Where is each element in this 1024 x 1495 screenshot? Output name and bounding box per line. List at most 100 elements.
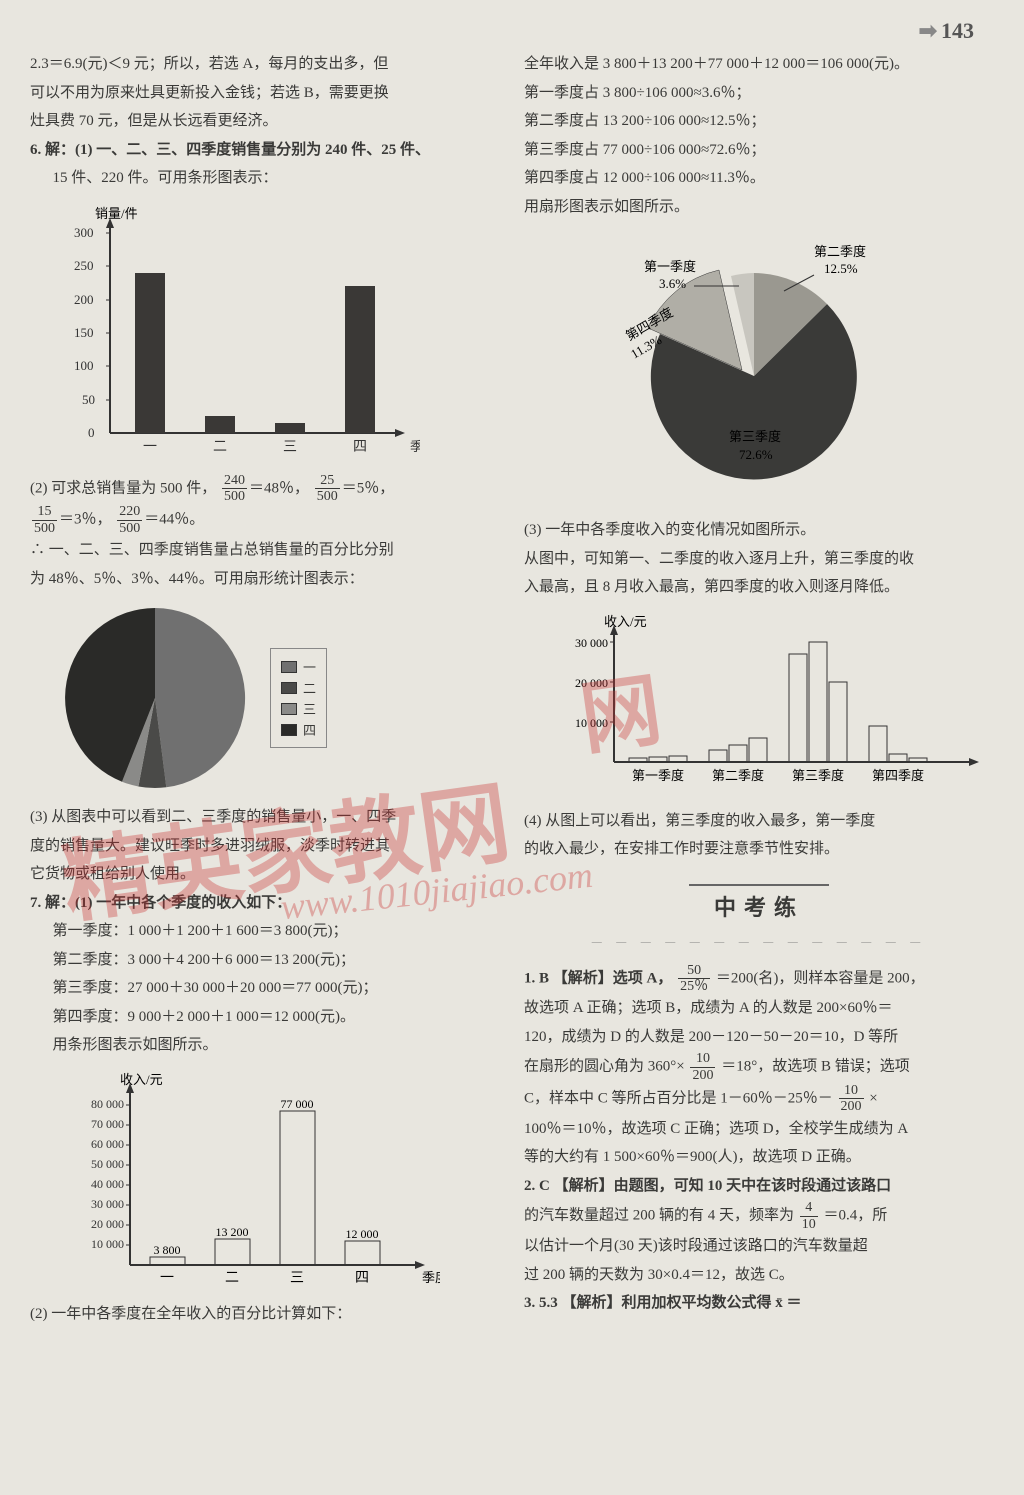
svg-text:季度: 季度 bbox=[410, 439, 420, 454]
svg-text:二: 二 bbox=[225, 1271, 239, 1286]
income-line: 第三季度占 77 000÷106 000≈72.6％； bbox=[524, 136, 994, 165]
svg-text:250: 250 bbox=[74, 258, 94, 273]
q7-line: 第二季度：3 000＋4 200＋6 000＝13 200(元)； bbox=[30, 946, 494, 975]
svg-text:300: 300 bbox=[74, 225, 94, 240]
svg-text:10 000: 10 000 bbox=[575, 716, 608, 730]
exam-q1-line: 120，成绩为 D 的人数是 200－120－50－20＝10，D 等所 bbox=[524, 1023, 994, 1052]
q6-part3: 它货物或租给别人使用。 bbox=[30, 860, 494, 889]
svg-text:3.6%: 3.6% bbox=[659, 276, 686, 291]
intro-line: 灶具费 70 元，但是从长远看更经济。 bbox=[30, 107, 494, 136]
svg-text:收入/元: 收入/元 bbox=[120, 1072, 163, 1087]
monthly-bar-svg: 收入/元 10 000 20 000 30 000 第一季度 第二 bbox=[554, 612, 994, 792]
svg-text:第二季度: 第二季度 bbox=[712, 768, 764, 783]
exam-q2: 2. C 【解析】由题图，可知 10 天中在该时段通过该路口 bbox=[524, 1172, 994, 1201]
exam-q1: 1. B 【解析】选项 A， 5025％ ＝200(名)，则样本容量是 200， bbox=[524, 963, 994, 995]
exam-q1-line: 在扇形的圆心角为 360°× 10200 ＝18°，故选项 B 错误；选项 bbox=[524, 1051, 994, 1083]
q7-part4: (4) 从图上可以看出，第三季度的收入最多，第一季度 bbox=[524, 807, 994, 836]
svg-text:100: 100 bbox=[74, 358, 94, 373]
svg-text:30 000: 30 000 bbox=[575, 636, 608, 650]
svg-text:200: 200 bbox=[74, 292, 94, 307]
svg-text:30 000: 30 000 bbox=[91, 1197, 124, 1211]
pie-legend: 一 二 三 四 bbox=[270, 648, 327, 748]
q6-header: 6. 解：(1) 一、二、三、四季度销售量分别为 240 件、25 件、 bbox=[30, 136, 494, 165]
svg-text:77 000: 77 000 bbox=[281, 1097, 314, 1111]
svg-text:60 000: 60 000 bbox=[91, 1137, 124, 1151]
q7-line: 第三季度：27 000＋30 000＋20 000＝77 000(元)； bbox=[30, 974, 494, 1003]
sales-bar-chart: 销量/件 0 50 100 150 200 250 300 一 bbox=[60, 203, 494, 463]
svg-text:第四季度: 第四季度 bbox=[872, 768, 924, 783]
svg-text:三: 三 bbox=[283, 440, 297, 455]
left-column: 2.3＝6.9(元)＜9 元；所以，若选 A，每月的支出多，但 可以不用为原来灶… bbox=[30, 50, 494, 1328]
q7-line: 第四季度：9 000＋2 000＋1 000＝12 000(元)。 bbox=[30, 1003, 494, 1032]
sales-pie-chart: 一 二 三 四 bbox=[60, 603, 494, 793]
q6-part3: (3) 从图表中可以看到二、三季度的销售量小，一、四季 bbox=[30, 803, 494, 832]
svg-text:第三季度: 第三季度 bbox=[729, 429, 781, 444]
exam-q2-line: 过 200 辆的天数为 30×0.4＝12，故选 C。 bbox=[524, 1261, 994, 1290]
income-line: 第二季度占 13 200÷106 000≈12.5％； bbox=[524, 107, 994, 136]
income-line: 用扇形图表示如图所示。 bbox=[524, 193, 994, 222]
svg-text:第二季度: 第二季度 bbox=[814, 244, 866, 259]
exam-q2-line: 的汽车数量超过 200 辆的有 4 天，频率为 410 ＝0.4，所 bbox=[524, 1200, 994, 1232]
svg-text:季度: 季度 bbox=[422, 1270, 440, 1285]
bar-chart-svg: 销量/件 0 50 100 150 200 250 300 一 bbox=[60, 203, 420, 463]
two-column-layout: 2.3＝6.9(元)＜9 元；所以，若选 A，每月的支出多，但 可以不用为原来灶… bbox=[30, 50, 994, 1328]
svg-text:四: 四 bbox=[353, 440, 367, 455]
q7-part2: (2) 一年中各季度在全年收入的百分比计算如下： bbox=[30, 1300, 494, 1329]
svg-text:40 000: 40 000 bbox=[91, 1177, 124, 1191]
q6-part2-frac-row2: 15500＝3％， 220500＝44％。 bbox=[30, 504, 494, 536]
exam-q1-line: 等的大约有 1 500×60％＝900(人)，故选项 D 正确。 bbox=[524, 1143, 994, 1172]
q7-part3: (3) 一年中各季度收入的变化情况如图所示。 bbox=[524, 516, 994, 545]
exam-q2-line: 以估计一个月(30 天)该时段通过该路口的汽车数量超 bbox=[524, 1232, 994, 1261]
svg-text:50 000: 50 000 bbox=[91, 1157, 124, 1171]
page-number: ➡143 bbox=[919, 18, 974, 44]
right-column: 全年收入是 3 800＋13 200＋77 000＋12 000＝106 000… bbox=[524, 50, 994, 1328]
income-line: 全年收入是 3 800＋13 200＋77 000＋12 000＝106 000… bbox=[524, 50, 994, 79]
exam-q3: 3. 5.3 【解析】利用加权平均数公式得 x̄ ＝ bbox=[524, 1289, 994, 1318]
exam-section-header: 中考练 — — — — — — — — — — — — — — bbox=[524, 884, 994, 948]
svg-text:收入/元: 收入/元 bbox=[604, 614, 647, 629]
svg-text:80 000: 80 000 bbox=[91, 1097, 124, 1111]
svg-text:72.6%: 72.6% bbox=[739, 447, 773, 462]
svg-text:20 000: 20 000 bbox=[91, 1217, 124, 1231]
svg-text:二: 二 bbox=[213, 440, 227, 455]
svg-text:150: 150 bbox=[74, 325, 94, 340]
svg-text:70 000: 70 000 bbox=[91, 1117, 124, 1131]
svg-text:0: 0 bbox=[88, 425, 95, 440]
svg-text:一: 一 bbox=[143, 440, 157, 455]
svg-text:12.5%: 12.5% bbox=[824, 261, 858, 276]
intro-line: 可以不用为原来灶具更新投入金钱；若选 B，需要更换 bbox=[30, 79, 494, 108]
monthly-income-chart: 收入/元 10 000 20 000 30 000 第一季度 第二 bbox=[554, 612, 994, 797]
svg-text:第一季度: 第一季度 bbox=[632, 768, 684, 783]
svg-text:三: 三 bbox=[290, 1271, 304, 1286]
svg-text:第一季度: 第一季度 bbox=[644, 259, 696, 274]
income-bar-chart: 收入/元 10 000 20 000 30 000 40 000 50 000 … bbox=[60, 1070, 494, 1290]
q7-line: 第一季度：1 000＋1 200＋1 600＝3 800(元)； bbox=[30, 917, 494, 946]
svg-text:13 200: 13 200 bbox=[216, 1225, 249, 1239]
exam-q1-line: 100％＝10％，故选项 C 正确；选项 D，全校学生成绩为 A bbox=[524, 1115, 994, 1144]
pie-svg bbox=[60, 603, 250, 793]
svg-text:10 000: 10 000 bbox=[91, 1237, 124, 1251]
income-pie-svg: 第二季度 12.5% 第一季度 3.6% 第四季度 11.3% 第三季度 72.… bbox=[584, 231, 924, 501]
svg-text:50: 50 bbox=[82, 392, 95, 407]
income-line: 第四季度占 12 000÷106 000≈11.3％。 bbox=[524, 164, 994, 193]
q6-part3: 度的销售量大。建议旺季时多进羽绒服，淡季时转进其 bbox=[30, 832, 494, 861]
q7-part3: 从图中，可知第一、二季度的收入逐月上升，第三季度的收 bbox=[524, 545, 994, 574]
q6-header-cont: 15 件、220 件。可用条形图表示： bbox=[30, 164, 494, 193]
q6-part2-b: ∴ 一、二、三、四季度销售量占总销售量的百分比分别 bbox=[30, 536, 494, 565]
q7-line: 用条形图表示如图所示。 bbox=[30, 1031, 494, 1060]
q7-header: 7. 解：(1) 一年中各个季度的收入如下： bbox=[30, 889, 494, 918]
intro-line: 2.3＝6.9(元)＜9 元；所以，若选 A，每月的支出多，但 bbox=[30, 50, 494, 79]
svg-text:第三季度: 第三季度 bbox=[792, 768, 844, 783]
exam-q1-line: 故选项 A 正确；选项 B，成绩为 A 的人数是 200×60％＝ bbox=[524, 994, 994, 1023]
q7-part3: 入最高，且 8 月收入最高，第四季度的收入则逐月降低。 bbox=[524, 573, 994, 602]
svg-text:四: 四 bbox=[355, 1271, 369, 1286]
svg-text:12 000: 12 000 bbox=[346, 1227, 379, 1241]
svg-text:3 800: 3 800 bbox=[154, 1243, 181, 1257]
q7-part4: 的收入最少，在安排工作时要注意季节性安排。 bbox=[524, 835, 994, 864]
income-bar-svg: 收入/元 10 000 20 000 30 000 40 000 50 000 … bbox=[60, 1070, 440, 1290]
ylabel: 销量/件 bbox=[95, 206, 138, 221]
svg-text:20 000: 20 000 bbox=[575, 676, 608, 690]
exam-q1-line: C，样本中 C 等所占百分比是 1－60％－25％－ 10200 × bbox=[524, 1083, 994, 1115]
income-pie-chart: 第二季度 12.5% 第一季度 3.6% 第四季度 11.3% 第三季度 72.… bbox=[584, 231, 994, 506]
q6-part2: (2) 可求总销售量为 500 件， 240500＝48％， 25500＝5％， bbox=[30, 473, 494, 505]
